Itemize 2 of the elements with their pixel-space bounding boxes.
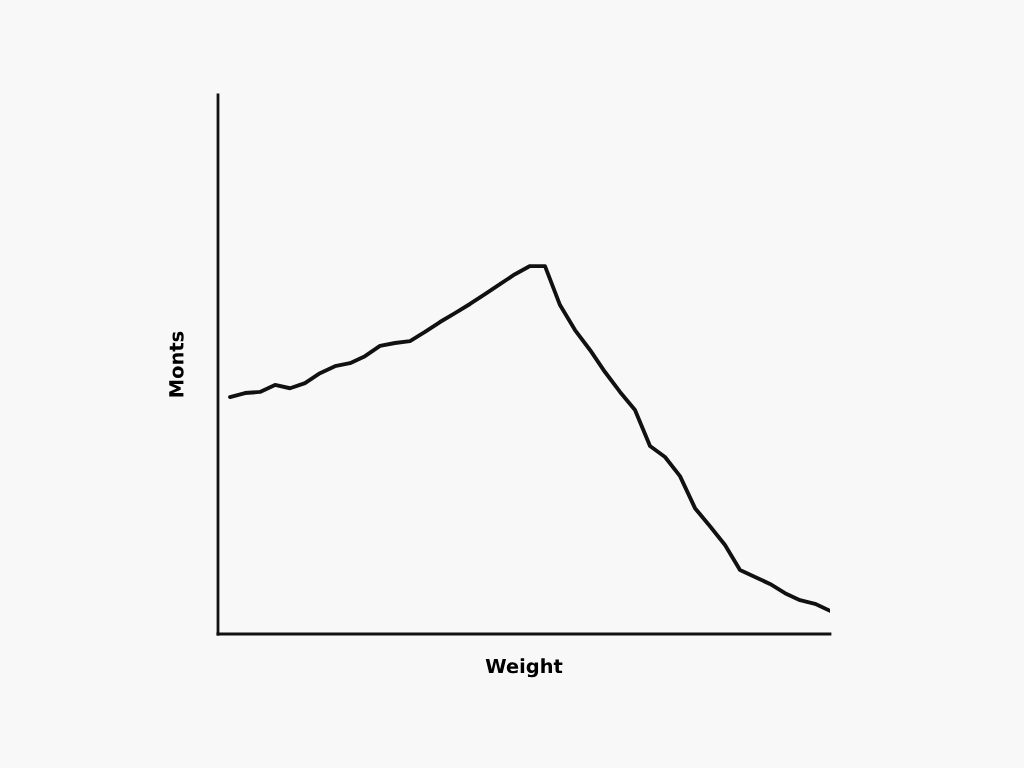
x-axis-title: Weight <box>485 658 563 678</box>
y-axis-title: Monts <box>169 331 184 397</box>
